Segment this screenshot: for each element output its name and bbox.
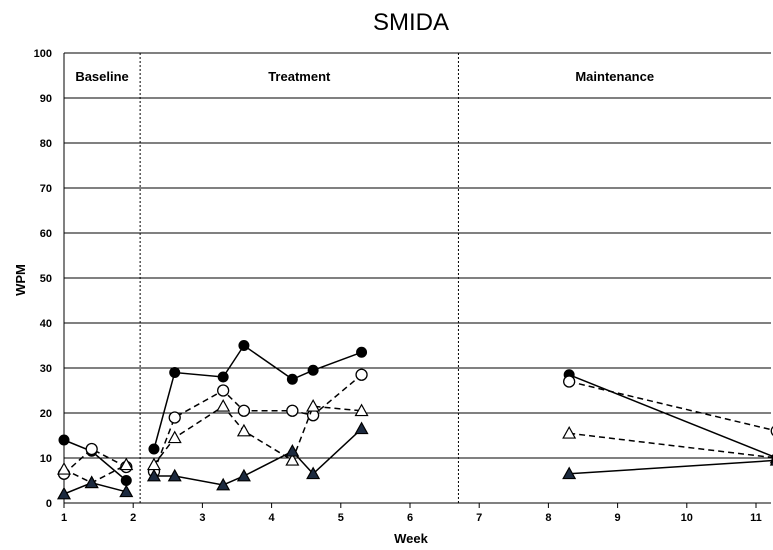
data-point: [56, 486, 72, 500]
data-point: [168, 411, 181, 424]
x-tick-label: 11: [750, 512, 762, 524]
y-tick-label: 80: [40, 138, 52, 150]
x-tick-label: 6: [407, 512, 413, 524]
series-line: [63, 448, 127, 475]
x-axis-ticks: 1 2 3 4 5 6 7 8 9 10 11: [61, 503, 762, 524]
series-1: [57, 368, 773, 480]
series-line: [154, 428, 363, 486]
data-point: [146, 468, 161, 482]
data-point: [306, 399, 321, 412]
data-point: [119, 457, 134, 471]
x-tick-label: 2: [130, 512, 136, 524]
y-tick-label: 50: [40, 273, 52, 285]
data-point: [286, 373, 298, 385]
data-point: [237, 404, 251, 417]
data-point: [356, 346, 368, 358]
data-point: [769, 459, 773, 466]
x-axis-label: Week: [394, 531, 428, 546]
series-line: [153, 344, 362, 450]
data-point: [563, 375, 576, 388]
data-point: [169, 367, 181, 378]
data-point: [85, 442, 98, 456]
data-point: [84, 475, 99, 489]
phase-labels: Baseline Treatment Maintenance: [75, 69, 654, 84]
series-line: [568, 374, 773, 458]
series-layer: [56, 340, 773, 500]
x-tick-label: 5: [338, 512, 344, 524]
series-line: [569, 459, 773, 475]
data-point: [217, 371, 229, 383]
data-point: [354, 403, 369, 417]
data-point: [56, 462, 72, 475]
y-tick-label: 20: [40, 408, 52, 420]
data-point: [354, 421, 369, 435]
x-tick-label: 1: [61, 512, 67, 524]
x-tick-label: 8: [545, 512, 551, 524]
x-tick-label: 9: [615, 512, 621, 524]
y-tick-label: 100: [34, 48, 52, 60]
data-point: [285, 453, 300, 466]
series-line: [569, 432, 773, 459]
x-tick-label: 3: [199, 512, 205, 524]
y-tick-label: 30: [40, 363, 52, 375]
grid: [63, 52, 771, 504]
data-point: [562, 426, 577, 439]
phase-label-treatment: Treatment: [268, 69, 331, 84]
y-tick-label: 0: [46, 498, 52, 510]
data-point: [236, 468, 251, 482]
x-tick-label: 10: [681, 512, 693, 524]
data-point: [217, 384, 230, 397]
y-tick-label: 70: [40, 183, 52, 195]
y-axis-ticks: 0 10 20 30 40 50 60 70 80 90 100: [34, 48, 52, 510]
x-tick-label: 7: [476, 512, 482, 524]
y-tick-label: 90: [40, 93, 52, 105]
phase-label-baseline: Baseline: [75, 69, 128, 84]
y-tick-label: 60: [40, 228, 52, 240]
data-point: [216, 399, 231, 412]
data-point: [167, 430, 182, 444]
data-point: [167, 468, 182, 482]
data-point: [58, 434, 70, 446]
data-point: [307, 364, 319, 376]
data-point: [286, 404, 299, 417]
data-point: [238, 340, 250, 351]
data-point: [285, 444, 300, 457]
data-point: [355, 368, 368, 381]
series-line: [569, 380, 773, 431]
y-axis-label: WPM: [13, 264, 28, 296]
series-2: [56, 399, 773, 489]
phase-label-maintenance: Maintenance: [575, 69, 654, 84]
phase-lines: [139, 53, 459, 503]
data-point: [236, 423, 251, 437]
y-tick-label: 40: [40, 318, 52, 330]
series-3: [56, 421, 773, 500]
data-point: [306, 466, 321, 480]
data-point: [562, 466, 577, 480]
x-tick-label: 4: [269, 512, 276, 524]
data-point: [216, 477, 231, 491]
data-point: [148, 443, 160, 455]
y-tick-label: 10: [40, 453, 52, 465]
series-line: [63, 464, 127, 484]
chart-title: SMIDA: [373, 9, 449, 36]
data-point: [120, 475, 132, 486]
data-point: [119, 484, 134, 498]
series-line: [153, 405, 362, 466]
